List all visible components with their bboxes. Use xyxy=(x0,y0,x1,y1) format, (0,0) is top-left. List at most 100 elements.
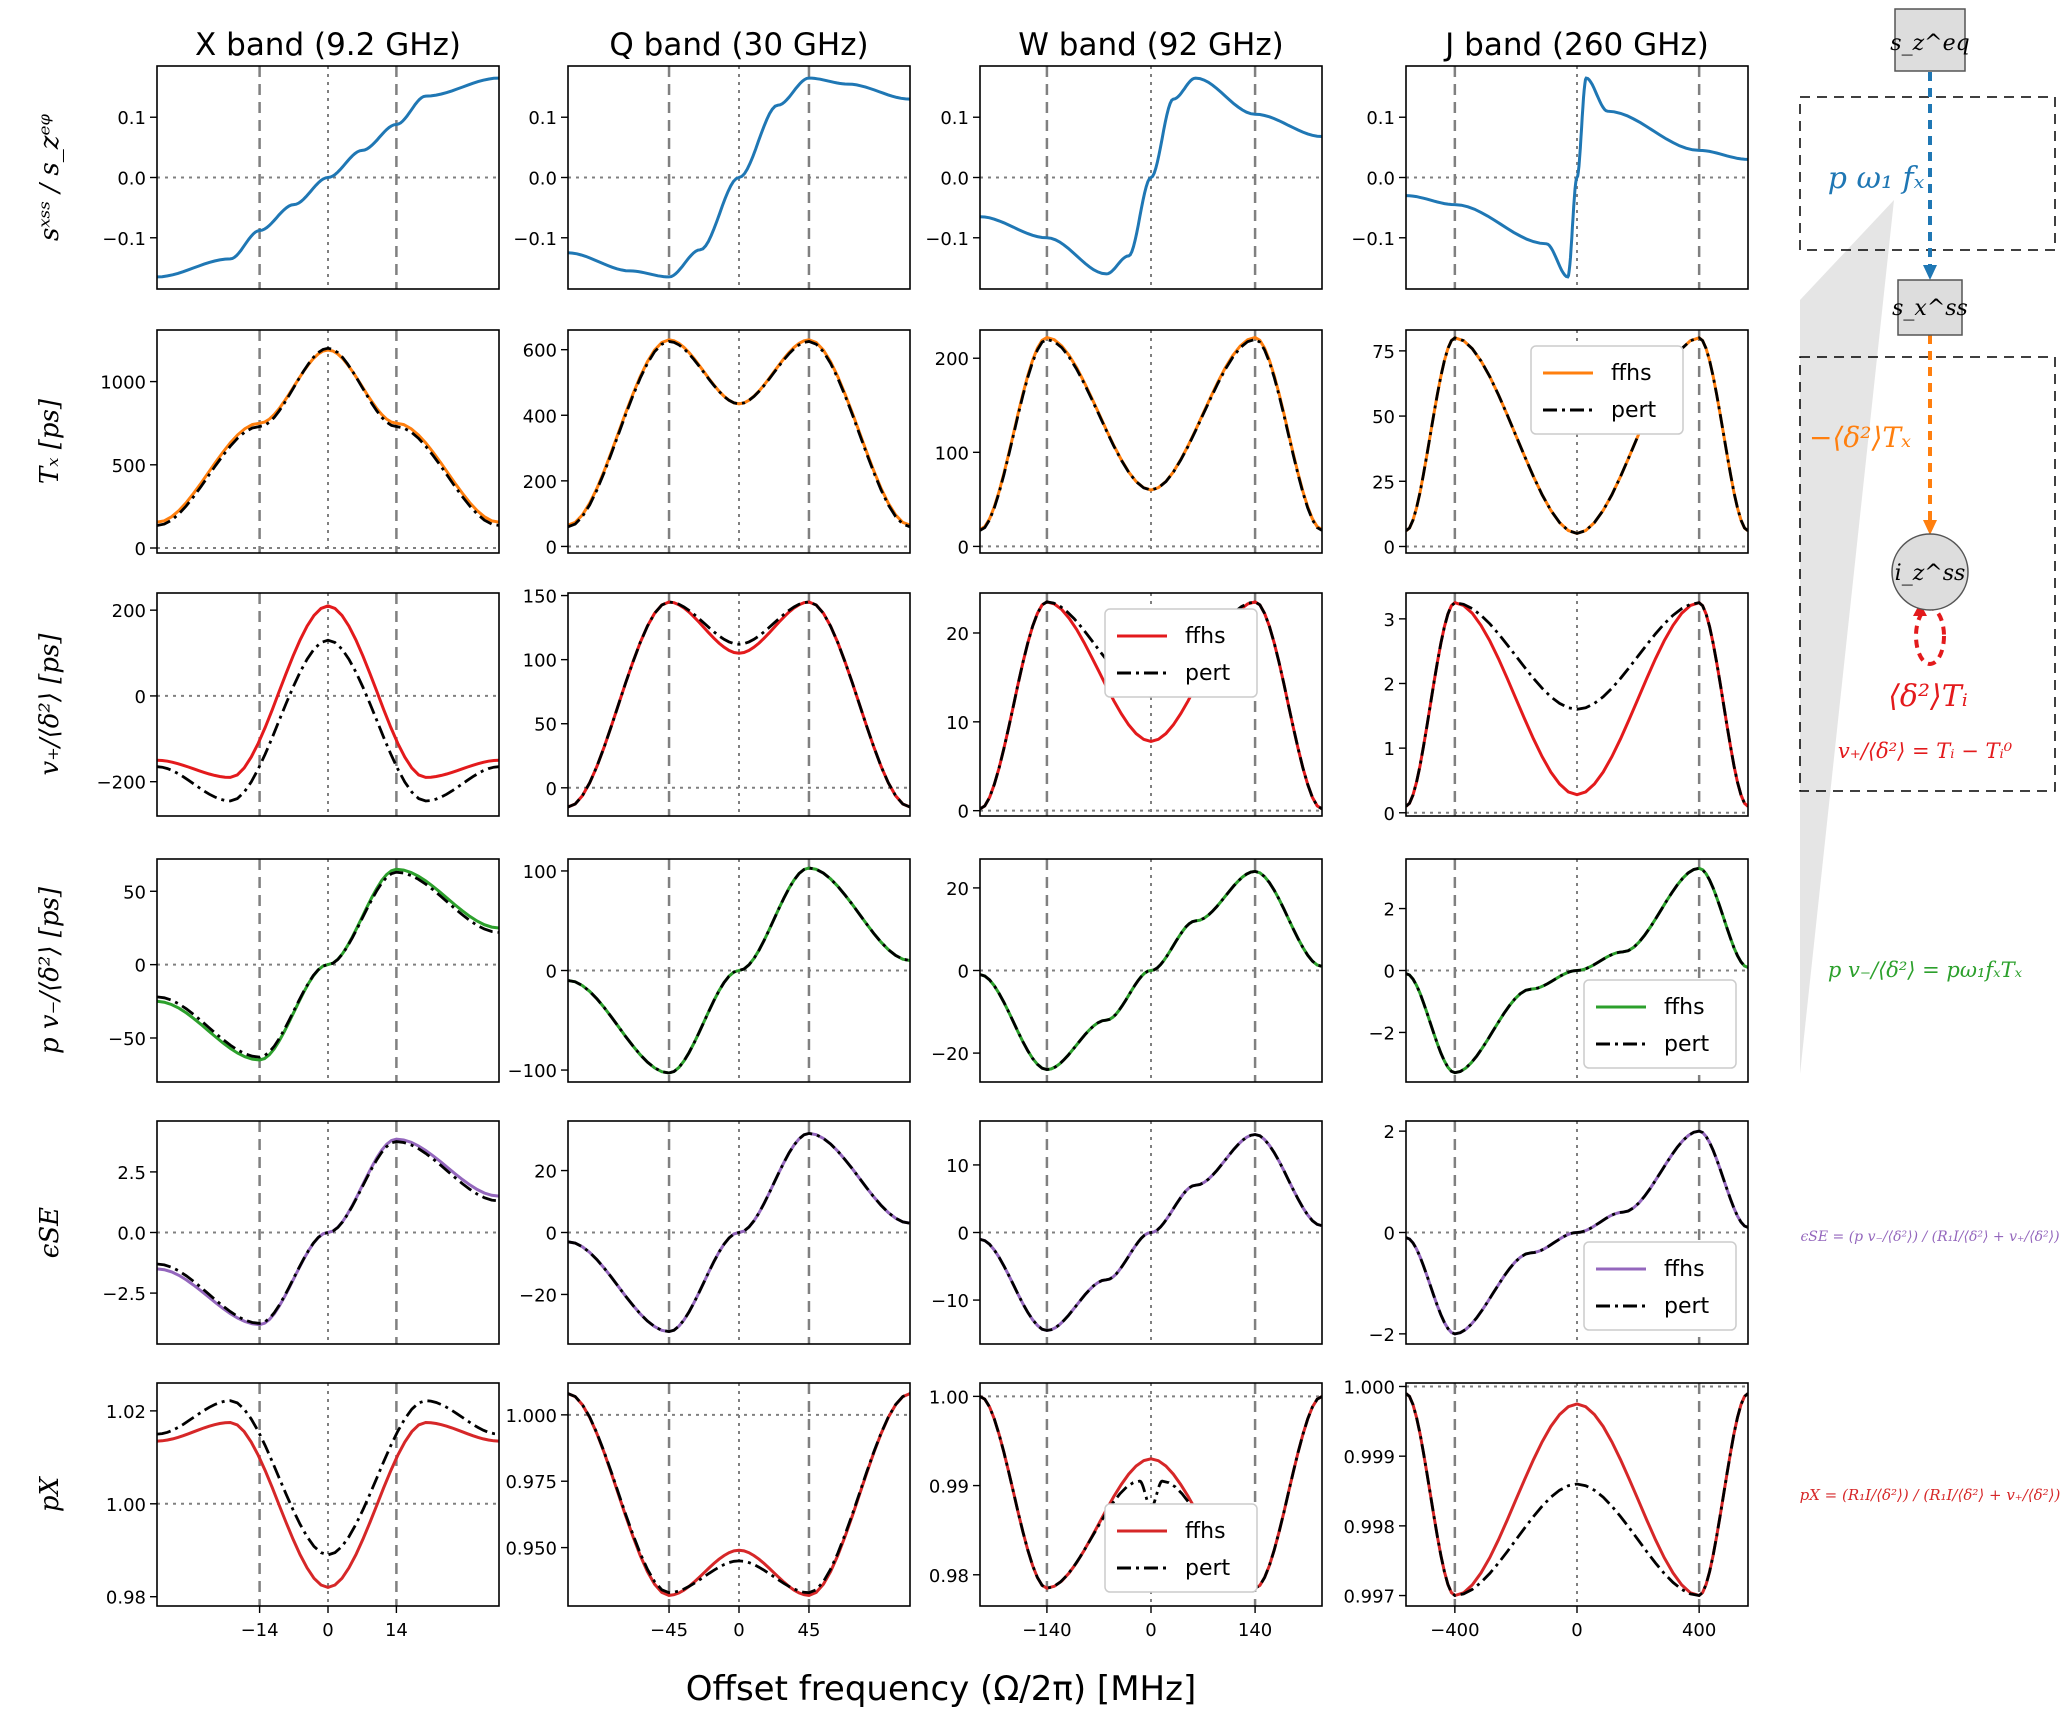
panel-r3-c3: −2 0 2 ffhs pert xyxy=(1368,858,1749,1083)
series-pert xyxy=(568,340,910,529)
panel-r2-c0: −200 0 200 xyxy=(97,592,500,817)
y-tick-label: 0.1 xyxy=(528,108,557,129)
y-tick-label: 0.99 xyxy=(929,1477,969,1498)
y-tick-label: 10 xyxy=(946,1156,969,1177)
x-tick-label: 400 xyxy=(1682,1620,1716,1641)
panel-r5-c3: 0.997 0.998 0.999 1.000 −400 0 400 xyxy=(1343,1377,1749,1641)
axes-frame xyxy=(979,592,1323,817)
y-tick-label: 100 xyxy=(523,862,557,883)
label-delta-Ti: ⟨δ²⟩Tᵢ xyxy=(1888,679,1968,714)
y-tick-label: 1.02 xyxy=(106,1402,146,1423)
arrowhead-orange xyxy=(1923,520,1937,535)
panel-r2-c3: 0 1 2 3 xyxy=(1384,592,1749,825)
y-tick-label: 0 xyxy=(958,802,969,823)
legend-label-pert: pert xyxy=(1664,1294,1710,1319)
legend: ffhs pert xyxy=(1530,345,1684,435)
relaxation-diagram: s_z^eq s_x^ss i_z^ss p ω₁ fₓ −⟨δ²⟩Tₓ ⟨δ²… xyxy=(1799,8,2061,1504)
row-ylabel: p v₋/⟨δ²⟩ [ps] xyxy=(35,886,65,1054)
x-tick-label: −14 xyxy=(241,1620,279,1641)
y-tick-label: 0 xyxy=(135,539,146,560)
node-iz-ss-label: i_z^ss xyxy=(1895,561,1966,586)
y-tick-label: 2 xyxy=(1384,1122,1395,1143)
y-tick-label: 500 xyxy=(112,456,146,477)
y-tick-label: 0 xyxy=(1384,962,1395,983)
y-tick-label: 0.997 xyxy=(1343,1587,1395,1608)
y-tick-label: −200 xyxy=(97,773,146,794)
x-axis-label: Offset frequency (Ω/2π) [MHz] xyxy=(686,1669,1196,1709)
diagram-wedge xyxy=(1800,200,1894,1074)
y-tick-label: 1.000 xyxy=(505,1406,557,1427)
legend-label-pert: pert xyxy=(1185,661,1231,686)
legend-box xyxy=(1104,1503,1258,1593)
y-tick-label: −50 xyxy=(108,1029,146,1050)
row-ylabel: pX xyxy=(35,1475,65,1512)
row-ylabel: ϵSE xyxy=(35,1207,65,1258)
label-p-omega-fx: p ω₁ fₓ xyxy=(1828,161,1925,196)
y-tick-label: 100 xyxy=(935,443,969,464)
x-tick-label: −400 xyxy=(1430,1620,1479,1641)
legend: ffhs pert xyxy=(1583,979,1737,1069)
x-tick-label: 140 xyxy=(1238,1620,1272,1641)
y-tick-label: 1000 xyxy=(100,373,146,394)
node-iz-ss xyxy=(1891,533,1969,611)
panel-r1-c2: 0 100 200 xyxy=(935,329,1323,558)
eq-vminus: p v₋/⟨δ²⟩ = pω₁fₓTₓ xyxy=(1828,958,2023,982)
y-tick-label: 0.0 xyxy=(117,169,146,190)
panel-r3-c0: −50 0 50 xyxy=(108,858,500,1083)
series-pert xyxy=(157,1140,499,1325)
panel-r5-c2: 0.98 0.99 1.00 −140 0 140 ffhs pert xyxy=(929,1382,1323,1641)
legend: ffhs pert xyxy=(1583,1241,1737,1331)
y-tick-label: −0.1 xyxy=(925,229,969,250)
series-pert xyxy=(568,600,910,809)
series-pert xyxy=(980,1133,1322,1332)
legend: ffhs pert xyxy=(1104,1503,1258,1593)
y-tick-label: 0.0 xyxy=(117,1224,146,1245)
legend-label-ffhs: ffhs xyxy=(1664,995,1705,1020)
y-tick-label: −0.1 xyxy=(513,229,557,250)
legend-label-ffhs: ffhs xyxy=(1185,624,1226,649)
x-tick-label: 45 xyxy=(798,1620,821,1641)
node-sx-ss-label: s_x^ss xyxy=(1892,296,1968,321)
y-tick-label: 0 xyxy=(546,779,557,800)
panel-r5-c0: 0.98 1.00 1.02 −14 0 14 xyxy=(106,1382,500,1641)
panel-r0-c3: −0.1 0.0 0.1 xyxy=(1351,65,1749,290)
axes-frame xyxy=(1405,592,1749,817)
y-tick-label: 3 xyxy=(1384,610,1395,631)
y-tick-label: 0.950 xyxy=(505,1539,557,1560)
series-pert xyxy=(157,346,499,527)
series-pert xyxy=(980,869,1322,1072)
eq-eps: ϵSE = (p v₋/⟨δ²⟩) / (R₁I/⟨δ²⟩ + v₊/⟨δ²⟩) xyxy=(1800,1229,2059,1245)
y-tick-label: 0 xyxy=(1384,537,1395,558)
series-pert xyxy=(568,866,910,1075)
y-tick-label: 0 xyxy=(546,1224,557,1245)
legend-box xyxy=(1530,345,1684,435)
y-tick-label: 1 xyxy=(1384,739,1395,760)
x-tick-label: −140 xyxy=(1022,1620,1071,1641)
axes-frame xyxy=(979,329,1323,554)
series-pert xyxy=(1406,601,1748,808)
y-tick-label: 20 xyxy=(946,879,969,900)
diagram-box-middle xyxy=(1799,356,2056,792)
eq-px: pX = (R₁I/⟨δ²⟩) / (R₁I/⟨δ²⟩ + v₊/⟨δ²⟩) xyxy=(1800,1486,2061,1504)
panel-r0-c2: −0.1 0.0 0.1 xyxy=(925,65,1323,290)
series-pert xyxy=(980,600,1322,811)
y-tick-label: −0.1 xyxy=(1351,229,1395,250)
series-ffhs xyxy=(157,76,499,279)
series-ffhs xyxy=(1406,76,1748,279)
panel-r4-c2: −10 0 10 xyxy=(931,1120,1323,1345)
legend-label-ffhs: ffhs xyxy=(1185,1519,1226,1544)
y-tick-label: 0 xyxy=(958,1224,969,1245)
legend: ffhs pert xyxy=(1104,608,1258,698)
y-tick-label: 0.98 xyxy=(929,1566,969,1587)
y-tick-label: 2.5 xyxy=(117,1163,146,1184)
y-tick-label: 1.00 xyxy=(106,1495,146,1516)
x-tick-label: 0 xyxy=(1571,1620,1582,1641)
axes-frame xyxy=(567,329,911,554)
y-tick-label: −0.1 xyxy=(102,229,146,250)
column-title: J band (260 GHz) xyxy=(1443,27,1709,63)
y-tick-label: 0.999 xyxy=(1343,1447,1395,1468)
y-tick-label: 75 xyxy=(1372,342,1395,363)
y-tick-label: 1.00 xyxy=(929,1387,969,1408)
y-tick-label: −2 xyxy=(1368,1023,1395,1044)
series-pert xyxy=(157,638,499,803)
